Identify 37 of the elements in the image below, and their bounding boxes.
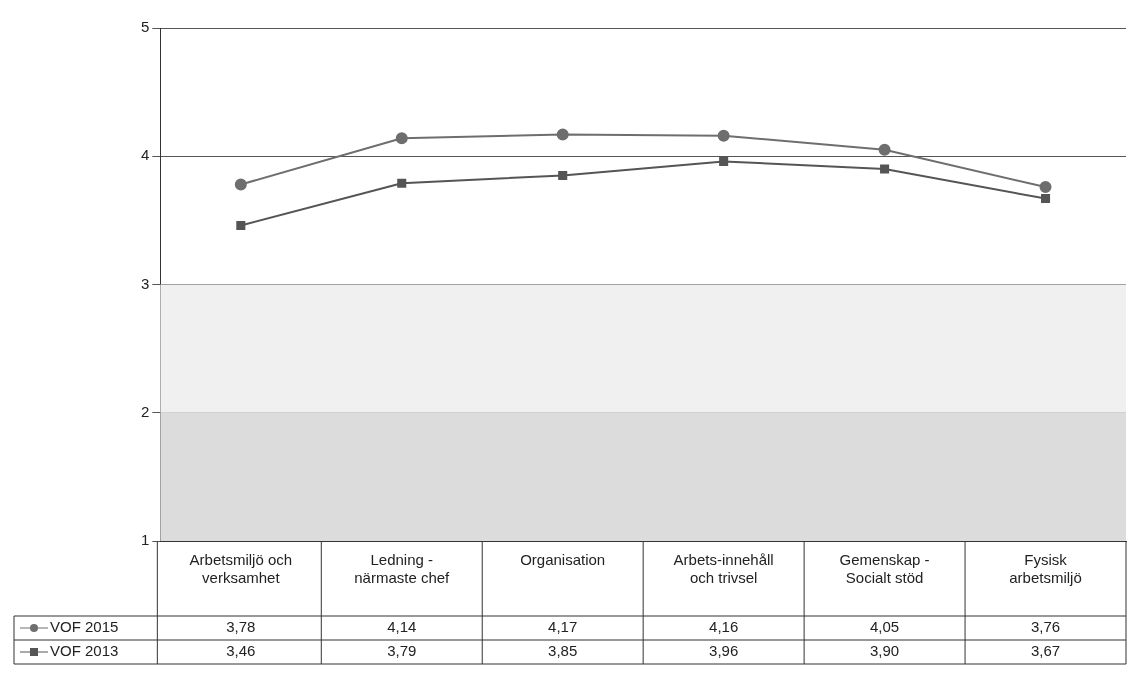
data-label: 3,79 [387,642,417,660]
data-label: 3,46 [226,642,256,660]
data-label: 3,96 [709,642,739,660]
point [236,220,246,231]
point [1039,181,1052,194]
data-label: 3,78 [226,618,256,636]
data-label: 4,05 [869,618,900,636]
x-tick-label: Arbets-innehåll och trivsel [673,551,774,587]
data-label: 3,76 [1030,618,1061,636]
data-label: 4,17 [548,618,578,636]
data-label: 4,16 [709,618,739,636]
y-tick-label: 1 [141,531,150,549]
point [234,178,247,191]
x-tick-label: Fysisk arbetsmiljö [1009,551,1082,587]
y-tick-label: 5 [141,18,150,36]
legend-label: VOF 2013 [50,642,119,660]
point [719,156,729,166]
y-tick-label: 2 [141,402,150,420]
point [717,129,730,142]
x-tick-label: Ledning - närmaste chef [354,551,451,587]
point [397,178,407,188]
y-tick-label: 3 [141,274,150,292]
point [558,170,568,181]
legend-label: VOF 2015 [50,618,119,636]
data-label: 4,14 [387,618,417,636]
data-label: 3,85 [548,642,578,660]
point [878,143,891,156]
point [880,164,890,174]
data-label: 3,90 [869,642,900,660]
point [1040,194,1051,204]
point [556,128,569,141]
x-tick-label: Gemenskap - Socialt stöd [839,551,930,587]
point [395,132,408,145]
x-tick-label: Arbetsmiljö och verksamhet [189,551,293,587]
y-tick-label: 4 [141,146,150,164]
data-label: 3,67 [1030,642,1061,660]
x-tick-label: Organisation [520,551,606,569]
